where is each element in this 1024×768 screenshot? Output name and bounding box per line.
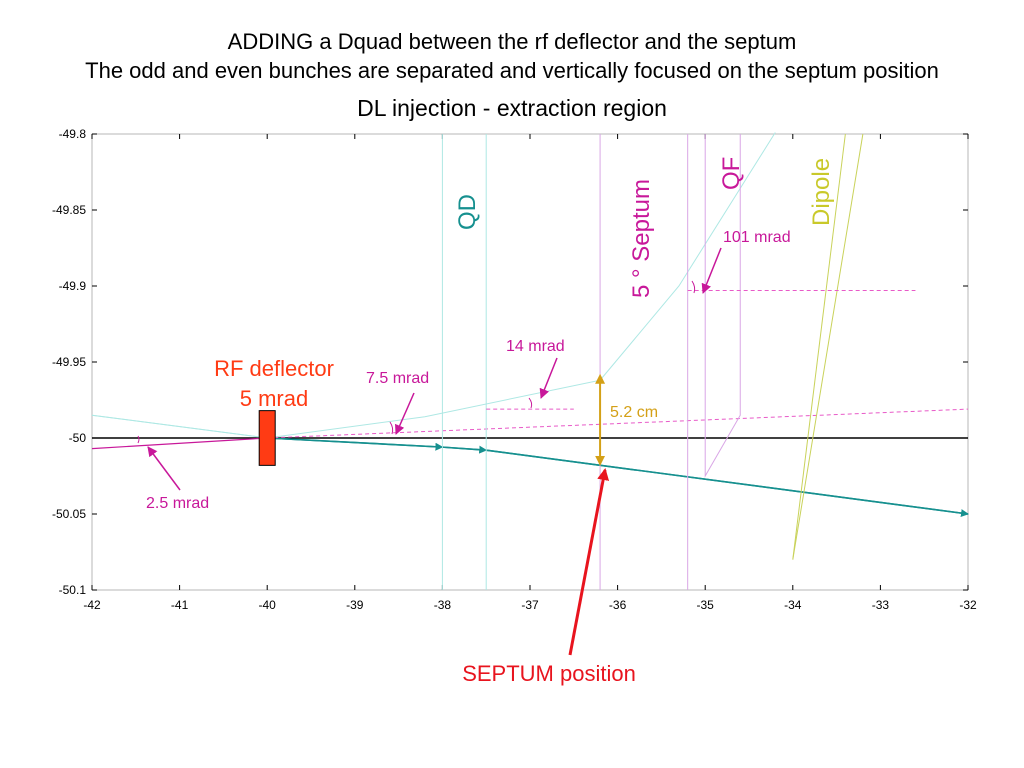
septum-label: 5 ° Septum [628, 179, 655, 298]
angle-arc-14 [528, 397, 533, 409]
x-tick-label: -42 [83, 598, 101, 612]
x-tick-label: -36 [609, 598, 627, 612]
x-tick-label: -34 [784, 598, 802, 612]
y-tick-label: -50.1 [59, 583, 87, 597]
beam-arrow-segment [486, 449, 969, 518]
qd-label: QD [454, 194, 481, 230]
x-tick-label: -37 [521, 598, 539, 612]
y-tick-label: -50 [69, 431, 87, 445]
dipole-label: Dipole [808, 158, 835, 226]
x-tick-label: -38 [434, 598, 452, 612]
mrad-2-5-arrow [147, 446, 181, 491]
x-tick-label: -35 [697, 598, 715, 612]
mrad-101-arrow [701, 247, 722, 294]
y-tick-label: -49.85 [52, 203, 86, 217]
mrad-101-label: 101 mrad [723, 229, 791, 246]
series-incoming-beam [91, 437, 268, 450]
mrad-2-5-label: 2.5 mrad [146, 495, 209, 512]
angle-arc-7-5 [389, 421, 394, 435]
series-envelope-lower [91, 414, 268, 439]
mrad-14-label: 14 mrad [506, 338, 565, 355]
x-tick-label: -41 [171, 598, 189, 612]
series-envelope-upper [91, 132, 776, 439]
separation-label: 5.2 cm [610, 404, 658, 421]
qf-label: QF [718, 157, 745, 190]
y-tick-label: -49.95 [52, 355, 86, 369]
x-tick-label: -33 [872, 598, 890, 612]
series-deflected-beam-up-dashed [267, 408, 969, 439]
septum-position-arrow [568, 468, 610, 656]
series-deflected-beam-down [267, 437, 969, 515]
series-qf-line [704, 134, 741, 478]
chart-title: DL injection - extraction region [357, 95, 667, 121]
mrad-7-5-arrow [395, 392, 415, 435]
x-tick-label: -39 [346, 598, 364, 612]
septum-position-label: SEPTUM position [462, 661, 636, 686]
x-tick-label: -40 [259, 598, 277, 612]
rf-deflector-label: RF deflector [214, 356, 334, 381]
slide-title-line-1: ADDING a Dquad between the rf deflector … [227, 29, 797, 54]
x-tick-label: -32 [959, 598, 977, 612]
series-dipole-line-2 [792, 133, 864, 560]
mrad-7-5-label: 7.5 mrad [366, 370, 429, 387]
series-dipole-line-1 [792, 133, 846, 560]
beam-arrow-segment [267, 437, 444, 451]
rf-deflector-block [258, 410, 276, 466]
rf-deflector-strength-label: 5 mrad [240, 386, 308, 411]
y-tick-label: -50.05 [52, 507, 86, 521]
slide-title-line-2: The odd and even bunches are separated a… [85, 58, 939, 83]
y-tick-label: -49.9 [59, 279, 87, 293]
angle-arc-2-5 [137, 435, 140, 444]
beam-arrow-segment [442, 445, 488, 454]
y-tick-label: -49.8 [59, 127, 87, 141]
mrad-14-arrow [539, 357, 558, 399]
angle-arc-101 [691, 280, 696, 294]
